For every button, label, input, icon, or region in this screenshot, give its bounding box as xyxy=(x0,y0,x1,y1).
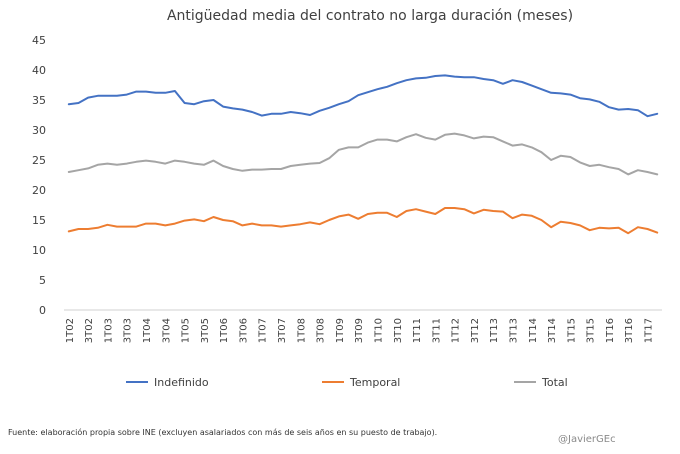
x-tick-label: 1T02 xyxy=(65,318,76,343)
x-tick-label: 3T13 xyxy=(509,318,520,343)
legend-label-temporal: Temporal xyxy=(349,376,400,389)
series-line-temporal xyxy=(67,207,659,235)
x-tick-label: 1T07 xyxy=(258,318,269,343)
x-tick-label: 1T03 xyxy=(103,318,114,343)
x-tick-label: 3T11 xyxy=(431,318,442,343)
x-tick-label: 3T04 xyxy=(161,318,172,343)
x-tick-label: 1T13 xyxy=(489,318,500,343)
x-tick-label: 1T05 xyxy=(181,318,192,343)
series-line-total xyxy=(67,132,659,176)
x-tick-label: 3T16 xyxy=(624,318,635,343)
x-tick-label: 1T09 xyxy=(335,318,346,343)
series-lines xyxy=(67,74,659,235)
x-tick-label: 1T16 xyxy=(605,318,616,343)
chart-title: Antigüedad media del contrato no larga d… xyxy=(167,8,573,24)
y-tick-label: 25 xyxy=(32,154,46,167)
y-tick-label: 30 xyxy=(32,124,46,137)
x-tick-label: 1T11 xyxy=(412,318,423,343)
x-tick-label: 3T09 xyxy=(354,318,365,343)
x-tick-label: 3T03 xyxy=(123,318,134,343)
x-axis: 1T02 3T02 1T03 3T03 1T04 3T04 1T05 3T05 1T06 3T06… xyxy=(65,318,655,343)
x-tick-label: 1T08 xyxy=(296,318,307,343)
x-tick-label: 1T04 xyxy=(142,318,153,343)
x-tick-label: 1T10 xyxy=(373,318,384,343)
x-tick-label: 1T14 xyxy=(528,318,539,343)
x-tick-label: 1T17 xyxy=(644,318,655,343)
y-tick-label: 5 xyxy=(39,274,46,287)
x-tick-label: 3T05 xyxy=(200,318,211,343)
x-tick-label: 1T12 xyxy=(451,318,462,343)
x-tick-label: 3T02 xyxy=(84,318,95,343)
x-tick-label: 3T12 xyxy=(470,318,481,343)
source-note: Fuente: elaboración propia sobre INE (ex… xyxy=(8,428,438,437)
x-tick-label: 3T07 xyxy=(277,318,288,343)
y-tick-label: 35 xyxy=(32,94,46,107)
y-tick-label: 20 xyxy=(32,184,46,197)
x-tick-label: 3T10 xyxy=(393,318,404,343)
legend-label-indefinido: Indefinido xyxy=(154,376,209,389)
y-tick-label: 40 xyxy=(32,64,46,77)
y-tick-label: 15 xyxy=(32,214,46,227)
legend: Indefinido Temporal Total xyxy=(126,376,568,389)
y-tick-label: 10 xyxy=(32,244,46,257)
series-line-indefinido xyxy=(67,74,659,118)
author-credit: @JavierGEc xyxy=(558,434,616,445)
x-tick-label: 1T06 xyxy=(219,318,230,343)
x-tick-label: 3T08 xyxy=(316,318,327,343)
x-tick-label: 3T06 xyxy=(238,318,249,343)
x-tick-label: 1T15 xyxy=(566,318,577,343)
y-axis: 0 5 10 15 20 25 30 35 40 45 xyxy=(32,34,46,317)
y-tick-label: 45 xyxy=(32,34,46,47)
legend-label-total: Total xyxy=(541,376,568,389)
x-tick-label: 3T14 xyxy=(547,318,558,343)
y-tick-label: 0 xyxy=(39,304,46,317)
x-tick-label: 3T15 xyxy=(586,318,597,343)
